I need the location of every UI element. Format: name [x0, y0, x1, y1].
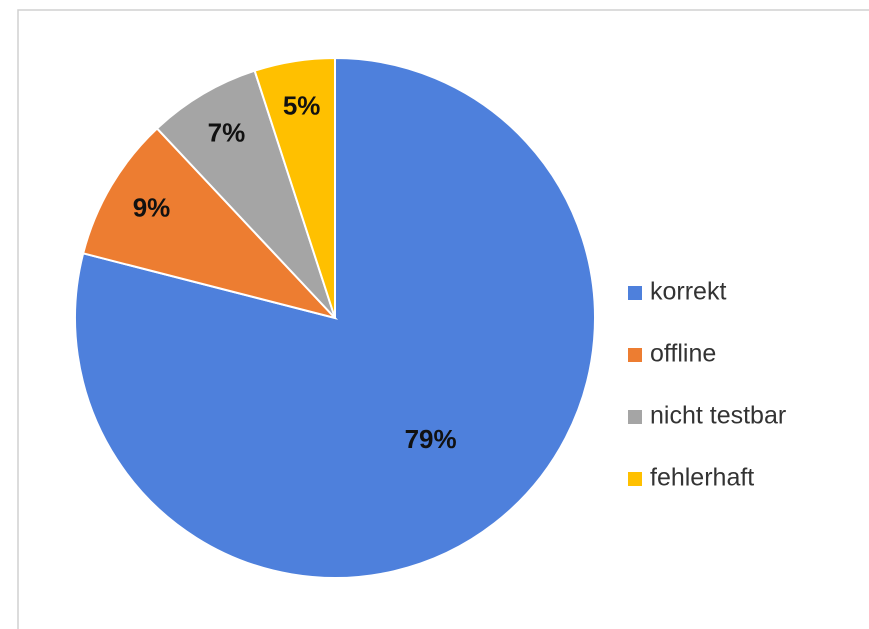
- legend-swatch: [628, 472, 642, 486]
- legend-label: nicht testbar: [650, 402, 786, 430]
- legend-swatch: [628, 286, 642, 300]
- pie-slice: [74, 56, 596, 579]
- data-label: 79%: [405, 424, 457, 454]
- legend-label: fehlerhaft: [650, 464, 754, 492]
- pie-slice: [253, 56, 336, 319]
- legend-label: offline: [650, 340, 716, 368]
- legend-swatch: [628, 348, 642, 362]
- legend-label: korrekt: [650, 278, 726, 306]
- data-label: 7%: [208, 117, 246, 147]
- frame: [17, 9, 869, 629]
- legend-swatch: [628, 410, 642, 424]
- pie-slice: [155, 69, 336, 319]
- pie-slice: [81, 127, 339, 320]
- data-label: 9%: [133, 192, 171, 222]
- data-label: 5%: [283, 90, 321, 120]
